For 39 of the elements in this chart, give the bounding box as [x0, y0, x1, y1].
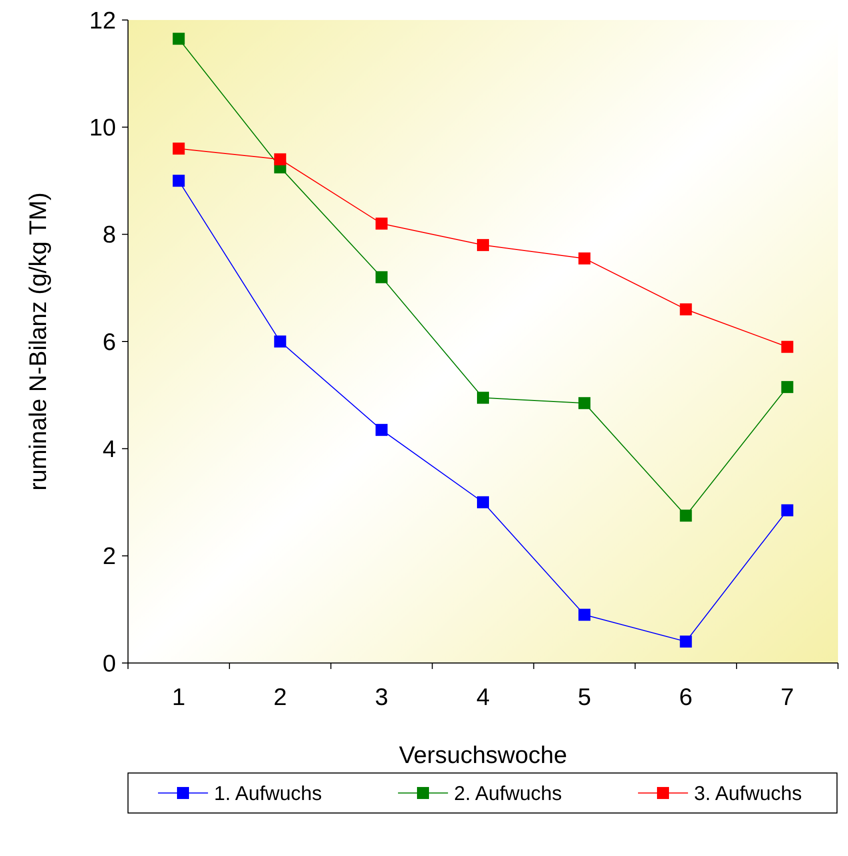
legend-label: 2. Aufwuchs [454, 783, 562, 805]
y-tick-label: 12 [89, 7, 116, 34]
point [172, 142, 185, 155]
y-tick-label: 0 [102, 650, 116, 678]
x-tick-label: 3 [374, 684, 388, 711]
y-axis-title: ruminale N-Bilanz (g/kg TM) [25, 192, 52, 491]
point [274, 336, 286, 348]
point [578, 397, 590, 410]
x-tick-label: 6 [679, 684, 693, 711]
y-tick-label: 2 [102, 543, 116, 570]
x-tick-label: 4 [476, 684, 490, 711]
point [477, 496, 489, 508]
point [172, 32, 185, 45]
point [680, 510, 692, 522]
point [781, 340, 794, 353]
x-axis-title: Versuchswoche [398, 742, 568, 769]
point [376, 271, 388, 284]
point [781, 381, 794, 394]
x-tick-label: 2 [273, 684, 287, 711]
point [578, 608, 590, 621]
point [781, 504, 794, 516]
y-tick-label: 4 [102, 436, 116, 464]
point [680, 636, 692, 648]
y-tick-label: 6 [102, 328, 116, 356]
point [477, 239, 489, 252]
y-tick-label: 10 [89, 114, 116, 142]
x-tick-label: 1 [172, 684, 186, 711]
point [477, 392, 489, 404]
y-tick-label: 8 [102, 222, 116, 249]
point [376, 218, 388, 230]
legend-label: 3. Aufwuchs [694, 783, 802, 805]
point [376, 424, 388, 436]
x-tick-label: 7 [780, 684, 794, 711]
x-tick-label: 5 [578, 684, 592, 711]
point [578, 252, 590, 264]
point [172, 174, 185, 187]
point [274, 153, 286, 166]
legend-label: 1. Aufwuchs [214, 783, 322, 805]
point [680, 303, 692, 316]
